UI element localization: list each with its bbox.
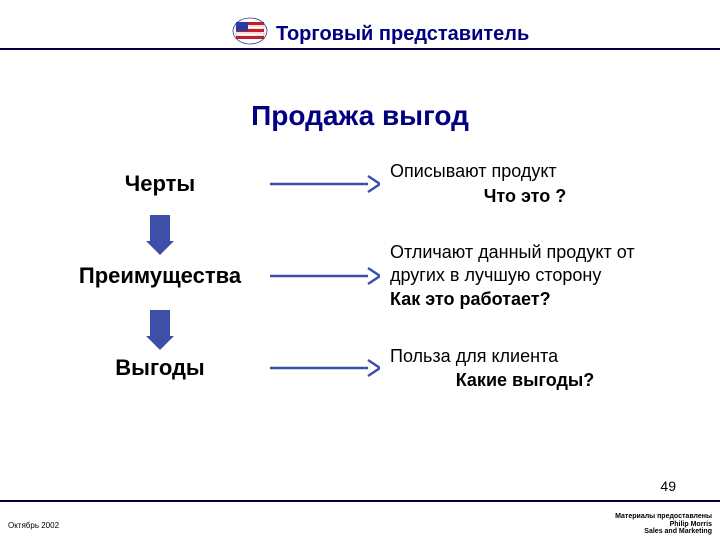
slide-page: Торговый представитель Продажа выгод Чер…: [0, 0, 720, 540]
question-text: Что это ?: [390, 185, 660, 208]
footer-right-line1: Материалы предоставлены: [615, 513, 712, 521]
footer-right-line2: Philip Morris: [615, 521, 712, 529]
down-arrow-icon: [146, 310, 174, 350]
header-title: Торговый представитель: [276, 23, 529, 46]
footer-left: Октябрь 2002: [8, 521, 59, 530]
description-text: Польза для клиента: [390, 345, 660, 368]
description-text: Описывают продукт: [390, 160, 660, 183]
right-block: Описывают продуктЧто это ?: [390, 160, 660, 207]
question-text: Как это работает?: [390, 288, 660, 311]
right-block: Польза для клиентаКакие выгоды?: [390, 345, 660, 392]
left-label: Выгоды: [60, 355, 260, 381]
right-arrow-icon: [260, 358, 390, 378]
question-text: Какие выгоды?: [390, 369, 660, 392]
footer-rule: [0, 500, 720, 502]
right-arrow-icon: [260, 174, 390, 194]
left-label: Черты: [60, 171, 260, 197]
slide-title: Продажа выгод: [0, 100, 720, 132]
header-rule: [0, 48, 720, 50]
description-text: Отличают данный продукт от других в лучш…: [390, 241, 660, 286]
footer-right-line3: Sales and Marketing: [615, 528, 712, 536]
diagram-grid: Черты Описывают продуктЧто это ? Преимуще…: [60, 160, 660, 392]
down-arrow-icon: [146, 215, 174, 255]
page-number: 49: [660, 478, 676, 494]
footer-right: Материалы предоставлены Philip Morris Sa…: [615, 513, 712, 536]
right-arrow-icon: [260, 266, 390, 286]
right-block: Отличают данный продукт от других в лучш…: [390, 241, 660, 311]
left-label: Преимущества: [60, 263, 260, 289]
